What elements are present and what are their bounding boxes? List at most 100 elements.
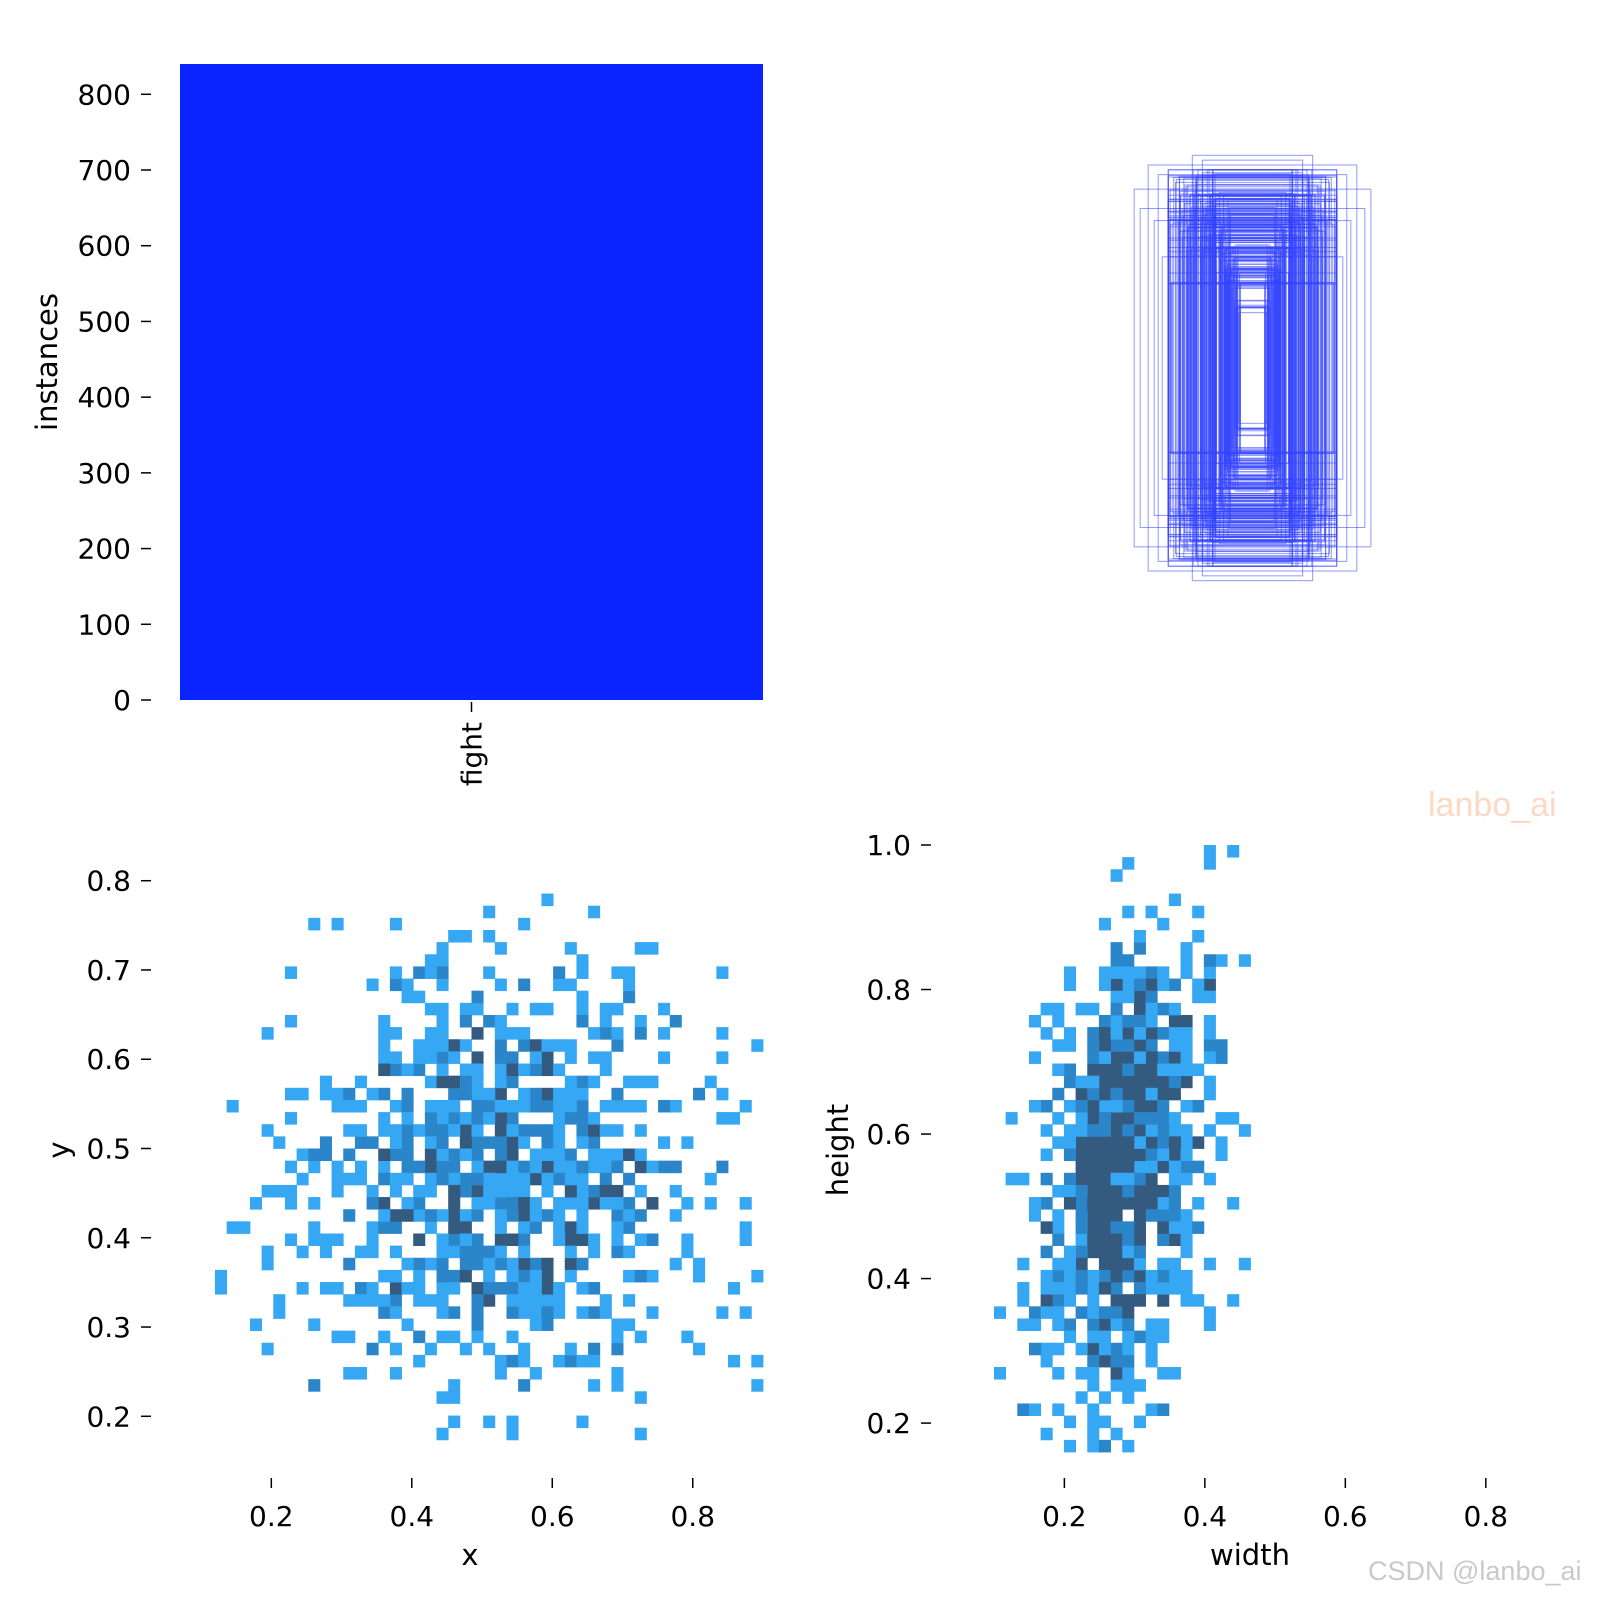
histogram-cell — [1063, 1197, 1076, 1210]
x-tick-label: 0.4 — [390, 1500, 435, 1533]
histogram-cell — [506, 1099, 519, 1113]
histogram-cell — [401, 978, 414, 992]
histogram-cell — [1075, 1124, 1088, 1137]
histogram-cell — [436, 1136, 449, 1149]
histogram-cell — [588, 1306, 601, 1319]
histogram-cell — [284, 1197, 297, 1210]
histogram-cell — [553, 1160, 566, 1174]
histogram-cell — [1133, 1184, 1146, 1198]
y-tick-label: 0.6 — [86, 1043, 131, 1076]
histogram-cell — [1110, 1245, 1123, 1259]
histogram-cell — [1098, 1075, 1111, 1089]
histogram-cell — [1180, 1051, 1193, 1064]
histogram-cell — [518, 1379, 531, 1392]
histogram-cell — [1203, 1051, 1216, 1064]
histogram-cell — [576, 1099, 589, 1113]
histogram-cell — [413, 1233, 426, 1247]
histogram-cell — [214, 1269, 228, 1283]
histogram-cell — [634, 1124, 647, 1137]
histogram-cell — [471, 1306, 484, 1319]
x-axis-ticks: 0.2 0.4 0.6 0.8 — [249, 1478, 715, 1533]
histogram-cell — [424, 1099, 437, 1113]
histogram-cell — [436, 966, 449, 979]
histogram-cell — [308, 917, 321, 931]
histogram-cell — [1168, 1282, 1181, 1295]
y-tick-label: 200 — [78, 533, 131, 566]
histogram-cell — [1052, 1209, 1065, 1222]
histogram-cell — [471, 1087, 484, 1101]
histogram-cell — [1180, 1075, 1193, 1089]
histogram-cell — [1157, 1099, 1170, 1113]
histogram-cell — [623, 1148, 636, 1162]
histogram-cell — [1133, 1039, 1146, 1052]
histogram-cell — [389, 1269, 402, 1283]
histogram-cell — [1040, 1269, 1053, 1283]
histogram-cell — [284, 1014, 297, 1028]
histogram-cell — [529, 1306, 542, 1319]
histogram-cell — [541, 1160, 554, 1174]
histogram-cell — [576, 1221, 589, 1234]
histogram-cell — [518, 1184, 531, 1198]
x-tick-label: fight — [456, 722, 489, 786]
histogram-cell — [459, 1136, 472, 1149]
histogram-cell — [1087, 1354, 1100, 1368]
histogram-cell — [611, 1318, 624, 1331]
histogram-cell — [308, 1318, 321, 1331]
histogram-cell — [424, 1112, 437, 1125]
box-outline — [1232, 259, 1273, 477]
y-tick-label: 100 — [78, 608, 131, 641]
histogram-cell — [541, 1306, 554, 1319]
histogram-cell — [1098, 1318, 1111, 1331]
histogram-cell — [1087, 1172, 1100, 1186]
histogram-cell — [518, 1039, 531, 1052]
histogram-cell — [1098, 1221, 1111, 1234]
box-outline — [1232, 277, 1273, 459]
histogram-cell — [1122, 1197, 1135, 1210]
histogram-cell — [1087, 1415, 1100, 1429]
histogram-cell — [413, 1184, 426, 1198]
histogram-cell — [261, 1184, 274, 1198]
histogram-cell — [1133, 1136, 1146, 1149]
histogram-cell — [553, 1221, 566, 1234]
histogram-cell — [389, 1063, 402, 1077]
histogram-cell — [1157, 917, 1170, 931]
histogram-cell — [1215, 1112, 1228, 1125]
histogram-cell — [308, 1160, 321, 1174]
histogram-cell — [634, 1184, 647, 1198]
histogram-cell — [1110, 954, 1123, 967]
histogram-cell — [599, 1294, 612, 1307]
histogram-cell — [1063, 1330, 1076, 1344]
histogram-cell — [1110, 1354, 1123, 1368]
histogram-cell — [483, 1172, 496, 1186]
histogram-cell — [424, 1027, 437, 1040]
histogram-cell — [518, 1269, 531, 1283]
histogram-cell — [518, 1306, 531, 1319]
histogram-cell — [366, 1282, 379, 1295]
histogram-cell — [704, 1172, 717, 1186]
histogram-cell — [389, 978, 402, 992]
histogram-cell — [1098, 1124, 1111, 1137]
histogram-cell — [669, 1099, 682, 1113]
histogram-cell — [1075, 1075, 1088, 1089]
histogram-cell — [1075, 1184, 1088, 1198]
histogram-cell — [1145, 1354, 1158, 1368]
histogram-cell — [413, 1282, 426, 1295]
histogram-cell — [424, 1209, 437, 1222]
histogram-cell — [611, 1209, 624, 1222]
histogram-cell — [1063, 1184, 1076, 1198]
histogram-cell — [564, 1160, 577, 1174]
histogram-cell — [436, 1039, 449, 1052]
histogram-cell — [1087, 1342, 1100, 1356]
histogram-cell — [599, 1197, 612, 1210]
histogram-cell — [1110, 1051, 1123, 1064]
histogram-cell — [1063, 1439, 1076, 1453]
histogram-cell — [1133, 966, 1146, 979]
histogram-cell — [1040, 1306, 1053, 1319]
histogram-cell — [1157, 1051, 1170, 1064]
histogram-cell — [1180, 1014, 1193, 1028]
histogram-cell — [1157, 1269, 1170, 1283]
box-outline — [1235, 307, 1270, 429]
histogram-cell — [354, 1294, 367, 1307]
histogram-cell — [354, 1282, 367, 1295]
histogram-cell — [506, 1112, 519, 1125]
